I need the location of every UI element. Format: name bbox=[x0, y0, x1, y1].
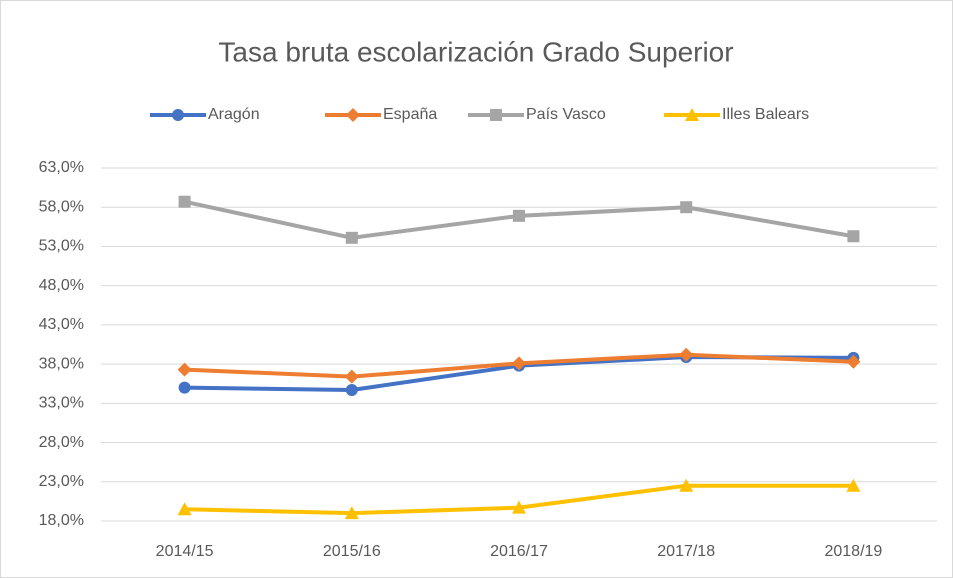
data-point bbox=[846, 478, 861, 492]
chart-title: Tasa bruta escolarización Grado Superior bbox=[218, 36, 733, 67]
legend-label: País Vasco bbox=[526, 106, 606, 123]
data-point bbox=[680, 201, 693, 214]
data-point bbox=[344, 369, 359, 384]
data-point bbox=[846, 354, 861, 369]
data-point bbox=[344, 506, 359, 520]
data-point bbox=[177, 362, 192, 377]
data-point bbox=[513, 209, 525, 222]
legend-label: España bbox=[383, 106, 437, 123]
data-point bbox=[512, 500, 526, 514]
x-tick-label: 2016/17 bbox=[490, 543, 548, 560]
data-point bbox=[512, 356, 526, 371]
y-tick-label: 58,0% bbox=[39, 198, 84, 215]
y-tick-label: 53,0% bbox=[39, 238, 84, 255]
legend-label: Illes Balears bbox=[722, 106, 809, 123]
legend-label: Aragón bbox=[208, 106, 260, 123]
x-tick-label: 2017/18 bbox=[657, 543, 715, 560]
y-tick-label: 63,0% bbox=[39, 159, 84, 176]
legend-marker bbox=[346, 108, 360, 122]
x-tick-label: 2018/19 bbox=[824, 543, 882, 560]
y-tick-label: 33,0% bbox=[39, 395, 84, 412]
y-tick-label: 38,0% bbox=[39, 355, 84, 372]
data-point bbox=[345, 231, 358, 244]
data-point bbox=[177, 502, 192, 516]
y-tick-label: 18,0% bbox=[39, 512, 84, 529]
data-point bbox=[679, 347, 694, 362]
data-point bbox=[178, 381, 191, 394]
data-point bbox=[178, 195, 191, 208]
data-point bbox=[345, 383, 358, 396]
y-tick-label: 43,0% bbox=[39, 316, 84, 333]
data-point bbox=[847, 230, 860, 243]
y-tick-label: 23,0% bbox=[39, 473, 84, 490]
data-point bbox=[679, 478, 694, 492]
legend-marker bbox=[490, 109, 502, 121]
x-tick-label: 2015/16 bbox=[323, 543, 381, 560]
y-tick-label: 48,0% bbox=[39, 277, 84, 294]
legend-marker bbox=[172, 109, 184, 121]
y-tick-label: 28,0% bbox=[39, 434, 84, 451]
x-tick-label: 2014/15 bbox=[156, 543, 214, 560]
legend-marker bbox=[685, 108, 699, 121]
